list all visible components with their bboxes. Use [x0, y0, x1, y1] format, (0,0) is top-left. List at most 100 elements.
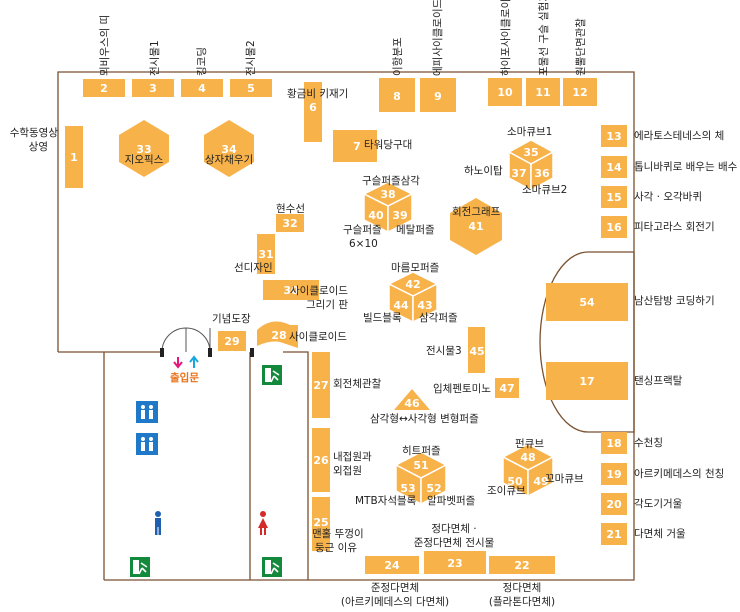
- label-hanoi-tower: 하노이탑: [464, 165, 503, 177]
- booth-number-31: 31: [258, 248, 273, 261]
- label-shadow: 원뿔단면관찰: [575, 18, 587, 76]
- label-alpha-puzzle: 알파벳퍼즐: [427, 495, 476, 507]
- booth-45[interactable]: [468, 327, 485, 373]
- booth-52[interactable]: [420, 463, 447, 506]
- emergency-exit-icon-2: [130, 557, 150, 577]
- label-rotating-body: 회전체관찰: [333, 378, 382, 390]
- booth-number-40: 40: [368, 209, 384, 222]
- label-math-video-2: 상영: [28, 141, 48, 153]
- booth-31[interactable]: [257, 234, 275, 274]
- booth-number-44: 44: [393, 299, 409, 312]
- booth-30[interactable]: [263, 280, 319, 300]
- booth-number-41: 41: [468, 220, 483, 233]
- booth-41[interactable]: [450, 198, 502, 255]
- booth-12[interactable]: [563, 78, 597, 106]
- label-memorial: 기념도장: [212, 313, 251, 325]
- booth-number-29: 29: [224, 335, 239, 348]
- booth-32[interactable]: [276, 214, 304, 232]
- entrance-door[interactable]: [161, 327, 211, 353]
- male-restroom-icon: [155, 511, 161, 535]
- booth-number-32: 32: [282, 217, 297, 230]
- booth-numbers: 2 3 4 5 1 6 7 8 9 10 11 12 13 14 15 16 5…: [70, 82, 622, 572]
- booth-26[interactable]: [312, 428, 330, 492]
- label-bead-triangle: 구슬퍼즐삼각: [362, 175, 420, 187]
- label-hypo-cycloid: 하이포사이클로이드: [500, 0, 512, 76]
- booth-22[interactable]: [489, 556, 555, 574]
- booth-18[interactable]: [601, 432, 627, 454]
- label-ellipse-boundary: 이항분포: [392, 37, 404, 76]
- cube-38-39-40: [362, 181, 414, 234]
- booth-number-8: 8: [393, 90, 401, 103]
- booth-11[interactable]: [526, 78, 560, 106]
- booth-number-34: 34: [221, 143, 237, 156]
- label-epi-cycloid: 에피사이클로이드: [432, 0, 444, 76]
- booth-9[interactable]: [420, 78, 456, 112]
- label-magic-puzzle: 마름모퍼즐: [391, 262, 440, 274]
- label-king-coding: 킹코딩: [196, 47, 208, 76]
- booth-24[interactable]: [365, 556, 419, 574]
- booth-47[interactable]: [495, 378, 519, 398]
- booth-number-13: 13: [606, 130, 621, 143]
- booth-19[interactable]: [601, 463, 627, 485]
- booth-number-50: 50: [507, 475, 523, 488]
- booth-23[interactable]: [424, 551, 486, 574]
- booth-number-23: 23: [447, 557, 462, 570]
- label-square-circle: 사각 · 오각바퀴: [634, 191, 702, 203]
- entry-arrow-down-icon: [173, 357, 183, 369]
- elevator-icon-1: [136, 401, 158, 423]
- booth-29[interactable]: [218, 331, 246, 351]
- label-flag-cube: 펀큐브: [515, 438, 544, 450]
- booth-34[interactable]: [204, 120, 254, 177]
- booth-49[interactable]: [527, 455, 554, 498]
- label-semi-regular-1: 준정다면체: [370, 582, 420, 594]
- booth-15[interactable]: [601, 186, 627, 208]
- booth-number-2: 2: [100, 82, 108, 95]
- booth-7[interactable]: [333, 130, 377, 162]
- booth-number-12: 12: [572, 86, 587, 99]
- booth-17[interactable]: [546, 362, 628, 400]
- booth-46[interactable]: [394, 389, 430, 410]
- label-sundial: 선디자인: [234, 262, 273, 274]
- booth-number-39: 39: [392, 209, 407, 222]
- booth-28[interactable]: [257, 321, 298, 348]
- booth-2[interactable]: [83, 79, 125, 97]
- label-polyhedron-mirror: 다면체 거울: [634, 528, 686, 540]
- walls: [57, 71, 635, 581]
- booth-39[interactable]: [387, 192, 413, 234]
- booth-3[interactable]: [132, 79, 174, 97]
- booth-number-11: 11: [535, 86, 550, 99]
- label-tangram-table: 탠싱프랙탈: [634, 375, 683, 387]
- booth-6[interactable]: [304, 82, 322, 142]
- booth-group: [65, 78, 628, 574]
- booth-number-54: 54: [579, 296, 595, 309]
- booth-1[interactable]: [65, 126, 83, 188]
- booth-54[interactable]: [546, 283, 628, 321]
- label-sphere-volume: 포물선 구슬 실험기: [538, 0, 550, 76]
- label-build-block: 빌드블록: [363, 312, 402, 324]
- booth-13[interactable]: [601, 125, 627, 147]
- booth-25[interactable]: [312, 497, 330, 551]
- booth-4[interactable]: [181, 79, 223, 97]
- booth-number-52: 52: [426, 482, 441, 495]
- label-scale: 수천칭: [634, 437, 663, 449]
- booth-number-46: 46: [404, 397, 420, 410]
- label-mtb-block: MTB자석블록: [355, 495, 417, 507]
- booth-10[interactable]: [488, 78, 522, 106]
- booth-27[interactable]: [312, 352, 330, 418]
- booth-number-25: 25: [313, 516, 328, 529]
- booth-number-37: 37: [511, 167, 526, 180]
- booth-36[interactable]: [530, 150, 554, 192]
- booth-21[interactable]: [601, 523, 627, 545]
- label-regular-poly-1: 정다면체 ·: [431, 523, 477, 535]
- booth-number-47: 47: [499, 382, 514, 395]
- booth-14[interactable]: [601, 156, 627, 178]
- booth-number-28: 28: [271, 329, 286, 342]
- booth-5[interactable]: [230, 79, 272, 97]
- booth-8[interactable]: [379, 78, 415, 112]
- label-hyunsu: 현수선: [276, 203, 305, 215]
- booth-33[interactable]: [119, 120, 169, 177]
- booth-43[interactable]: [412, 282, 438, 324]
- booth-16[interactable]: [601, 216, 627, 238]
- booth-20[interactable]: [601, 493, 627, 515]
- booth-number-49: 49: [533, 475, 548, 488]
